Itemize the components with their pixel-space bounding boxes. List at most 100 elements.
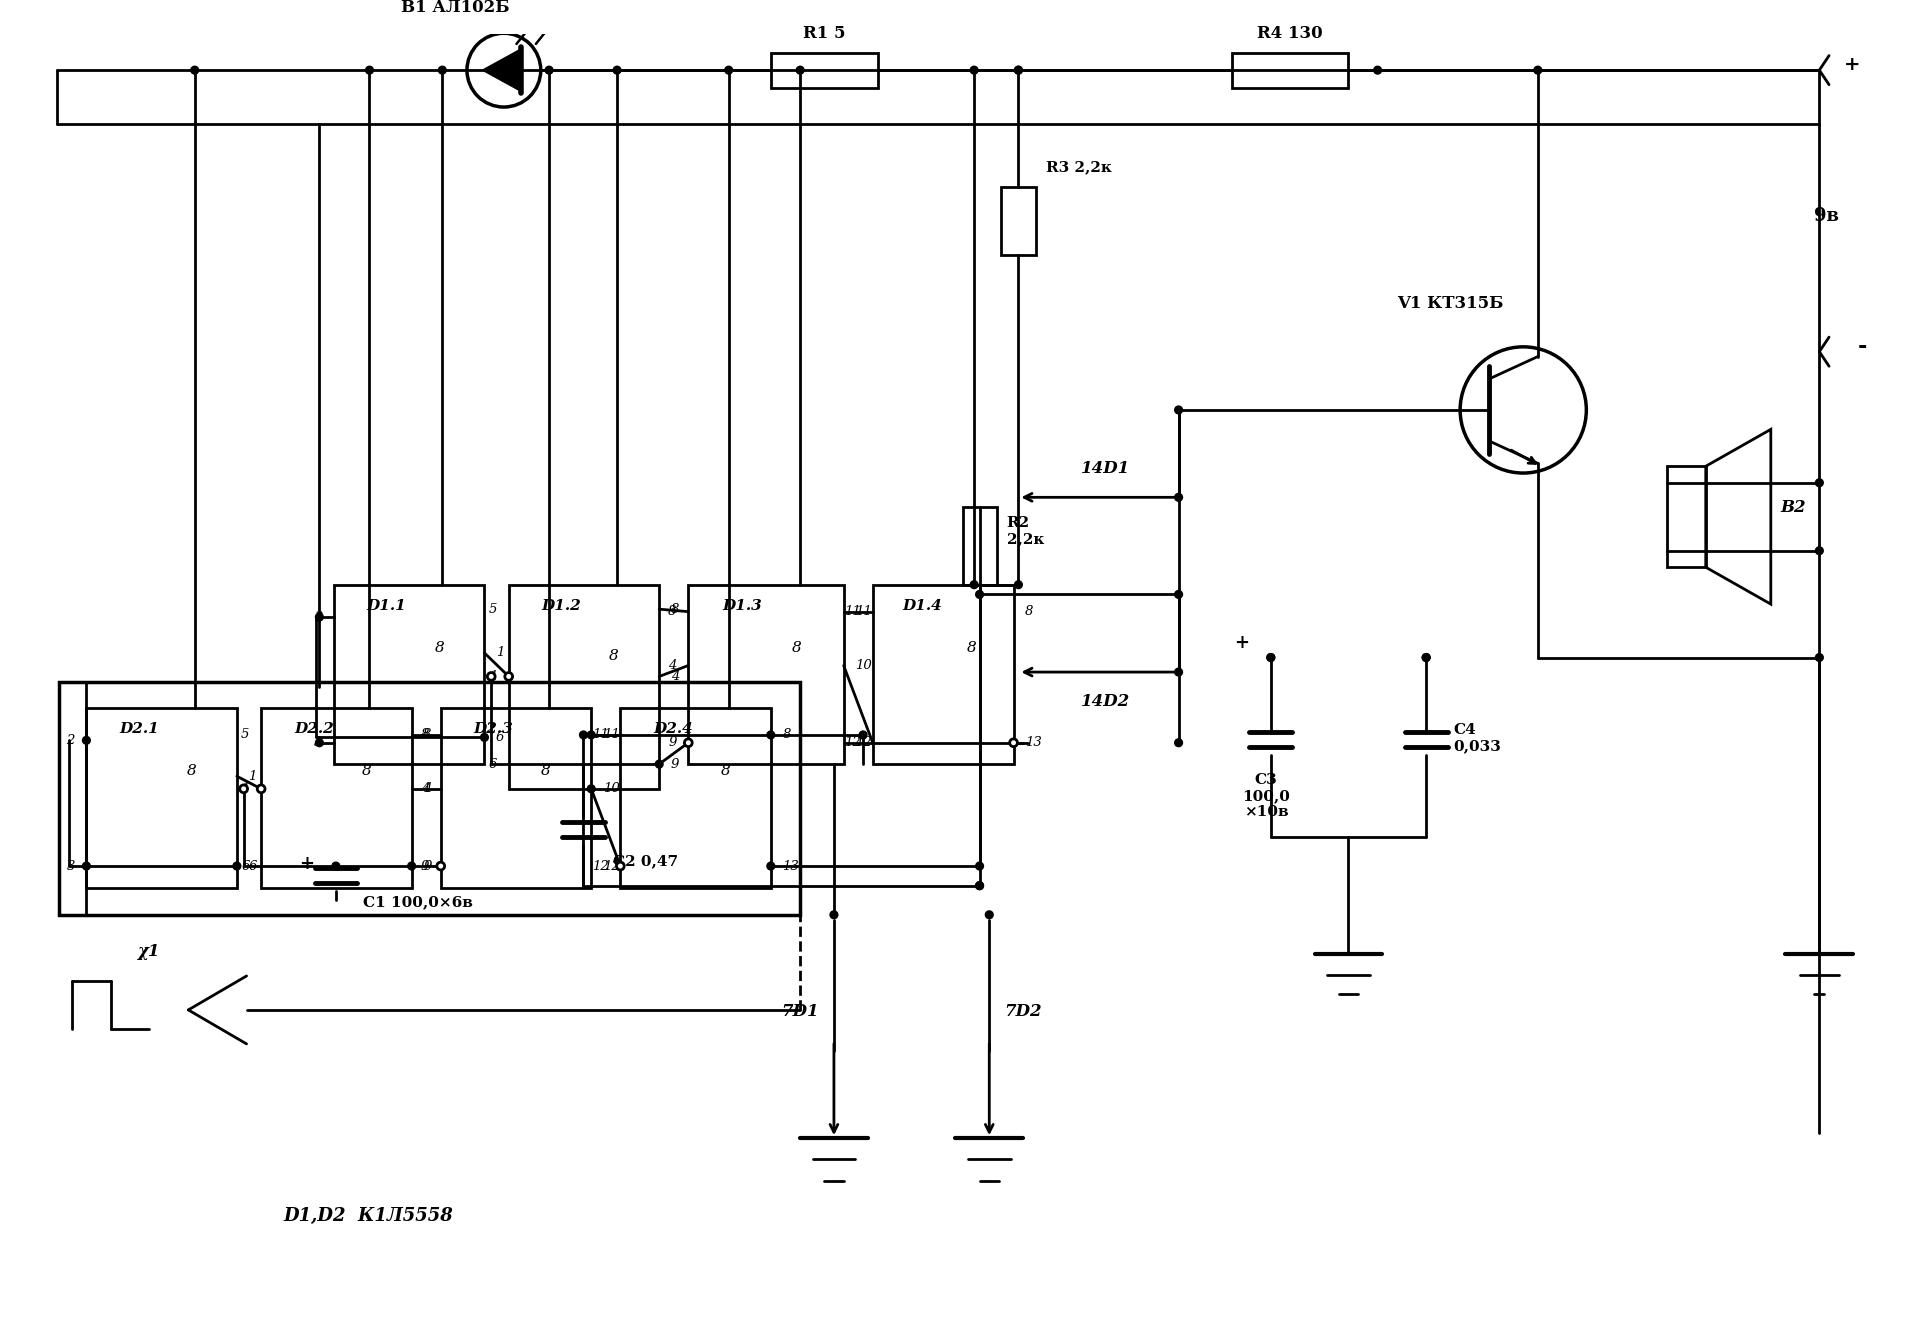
- Circle shape: [971, 581, 979, 589]
- Circle shape: [587, 731, 594, 739]
- Circle shape: [407, 863, 415, 871]
- Text: 9в: 9в: [1814, 207, 1839, 225]
- Circle shape: [726, 66, 733, 74]
- Text: 1: 1: [488, 670, 498, 684]
- Circle shape: [1374, 66, 1382, 74]
- Circle shape: [1266, 653, 1274, 661]
- Circle shape: [1422, 653, 1430, 661]
- Circle shape: [616, 863, 623, 871]
- Circle shape: [1422, 653, 1430, 661]
- Text: 2: 2: [315, 611, 322, 623]
- Text: D1.2: D1.2: [542, 599, 581, 612]
- Circle shape: [191, 66, 199, 74]
- Circle shape: [766, 863, 774, 871]
- Circle shape: [332, 863, 340, 871]
- Text: 7D2: 7D2: [1004, 1004, 1042, 1021]
- Text: 7D1: 7D1: [782, 1004, 820, 1021]
- Circle shape: [1534, 66, 1542, 74]
- Text: D1,D2  К1Л5558: D1,D2 К1Л5558: [284, 1206, 454, 1225]
- Text: 3: 3: [66, 860, 75, 873]
- Text: 11: 11: [602, 728, 620, 741]
- Text: 10: 10: [602, 782, 620, 795]
- Circle shape: [83, 736, 91, 744]
- Text: D2.1: D2.1: [120, 722, 158, 736]
- Text: 8: 8: [540, 764, 550, 778]
- Text: 8: 8: [791, 640, 803, 655]
- Bar: [620, 709, 770, 888]
- Circle shape: [1175, 590, 1183, 598]
- Circle shape: [1175, 739, 1183, 747]
- Bar: [872, 585, 1013, 764]
- Text: -: -: [1859, 336, 1868, 358]
- Circle shape: [544, 66, 554, 74]
- Text: 1: 1: [241, 782, 249, 795]
- Text: 14D2: 14D2: [1081, 693, 1131, 710]
- Text: 8: 8: [610, 649, 620, 662]
- Text: 1: 1: [249, 769, 257, 782]
- Circle shape: [977, 863, 984, 871]
- Circle shape: [436, 863, 444, 871]
- Bar: [1002, 187, 1036, 254]
- Text: 6: 6: [496, 731, 504, 744]
- Text: 8: 8: [1025, 605, 1034, 618]
- Text: R3 2,2к: R3 2,2к: [1046, 161, 1112, 174]
- Text: C1 100,0×6в: C1 100,0×6в: [363, 896, 473, 910]
- Text: 8: 8: [423, 728, 432, 741]
- Circle shape: [614, 66, 621, 74]
- Text: 1: 1: [496, 647, 504, 660]
- Circle shape: [859, 731, 867, 739]
- Bar: [60, 682, 87, 915]
- Text: +: +: [299, 855, 315, 873]
- Circle shape: [1015, 66, 1023, 74]
- Text: 13: 13: [782, 860, 799, 873]
- Circle shape: [234, 863, 241, 871]
- Circle shape: [1266, 653, 1274, 661]
- Text: 9: 9: [672, 757, 679, 770]
- Text: 9: 9: [421, 860, 428, 873]
- Text: 3: 3: [315, 736, 322, 749]
- Text: V1 КТ315Б: V1 КТ315Б: [1397, 295, 1503, 312]
- Text: 2: 2: [66, 734, 75, 747]
- Bar: [60, 682, 799, 915]
- Text: C2 0,47: C2 0,47: [612, 855, 677, 868]
- Text: 12: 12: [602, 860, 620, 873]
- Text: 5: 5: [488, 603, 498, 615]
- Circle shape: [1175, 494, 1183, 502]
- Bar: [1231, 53, 1349, 88]
- Text: 9: 9: [423, 860, 432, 873]
- Text: 6: 6: [488, 757, 498, 770]
- Text: +: +: [1235, 633, 1249, 652]
- Polygon shape: [482, 49, 521, 91]
- Circle shape: [1175, 406, 1183, 414]
- Text: 9: 9: [668, 736, 677, 749]
- Circle shape: [1015, 581, 1023, 589]
- Text: 8: 8: [187, 764, 197, 778]
- Text: 4: 4: [672, 670, 679, 684]
- Text: 4: 4: [421, 782, 428, 795]
- Text: χ1: χ1: [139, 943, 160, 960]
- Text: R2
2,2к: R2 2,2к: [1007, 516, 1044, 547]
- Circle shape: [977, 882, 984, 889]
- Circle shape: [506, 673, 513, 681]
- Text: 6: 6: [249, 860, 257, 873]
- Text: 8: 8: [421, 728, 428, 741]
- Bar: [510, 585, 660, 789]
- Text: B1 АЛ102Б: B1 АЛ102Б: [401, 0, 510, 16]
- Circle shape: [1175, 668, 1183, 676]
- Circle shape: [971, 66, 979, 74]
- Bar: [87, 709, 237, 888]
- Circle shape: [977, 882, 984, 889]
- Text: R1 5: R1 5: [803, 25, 845, 42]
- Text: 12: 12: [593, 860, 608, 873]
- Circle shape: [830, 911, 838, 919]
- Text: 14D1: 14D1: [1081, 460, 1131, 477]
- Circle shape: [587, 785, 594, 793]
- Circle shape: [488, 673, 496, 681]
- Text: 11: 11: [855, 605, 872, 618]
- Circle shape: [365, 66, 372, 74]
- Bar: [689, 585, 843, 764]
- Text: 11: 11: [843, 605, 861, 618]
- Text: 8: 8: [361, 764, 371, 778]
- Text: 8: 8: [782, 728, 791, 741]
- Circle shape: [1009, 739, 1017, 747]
